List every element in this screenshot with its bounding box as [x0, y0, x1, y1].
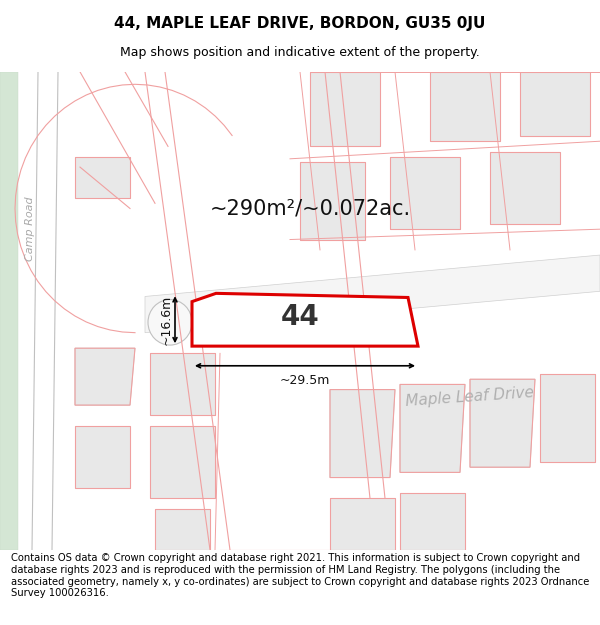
Polygon shape [400, 384, 465, 472]
Polygon shape [150, 353, 215, 416]
Polygon shape [310, 72, 380, 146]
Polygon shape [490, 151, 560, 224]
Polygon shape [330, 498, 395, 550]
Polygon shape [390, 157, 460, 229]
Polygon shape [0, 72, 18, 550]
Text: Contains OS data © Crown copyright and database right 2021. This information is : Contains OS data © Crown copyright and d… [11, 553, 589, 598]
Polygon shape [300, 162, 365, 239]
Polygon shape [470, 379, 535, 468]
Polygon shape [330, 389, 395, 478]
Polygon shape [75, 426, 130, 488]
Polygon shape [192, 293, 418, 346]
Text: 44: 44 [281, 303, 320, 331]
Text: ~290m²/~0.072ac.: ~290m²/~0.072ac. [209, 199, 410, 219]
Polygon shape [150, 426, 215, 498]
Text: ~29.5m: ~29.5m [280, 374, 330, 387]
Text: ~16.6m: ~16.6m [160, 294, 173, 345]
Text: 44, MAPLE LEAF DRIVE, BORDON, GU35 0JU: 44, MAPLE LEAF DRIVE, BORDON, GU35 0JU [115, 16, 485, 31]
Circle shape [148, 299, 192, 345]
Text: Maple Leaf Drive: Maple Leaf Drive [405, 385, 535, 409]
Text: Map shows position and indicative extent of the property.: Map shows position and indicative extent… [120, 46, 480, 59]
Polygon shape [400, 493, 465, 550]
Text: le Leaf Drive: le Leaf Drive [268, 311, 348, 329]
Polygon shape [540, 374, 595, 462]
Text: Camp Road: Camp Road [25, 197, 35, 261]
Polygon shape [75, 348, 135, 405]
Polygon shape [430, 72, 500, 141]
Polygon shape [155, 509, 210, 550]
Polygon shape [75, 157, 130, 198]
Polygon shape [520, 72, 590, 136]
Polygon shape [145, 255, 600, 332]
